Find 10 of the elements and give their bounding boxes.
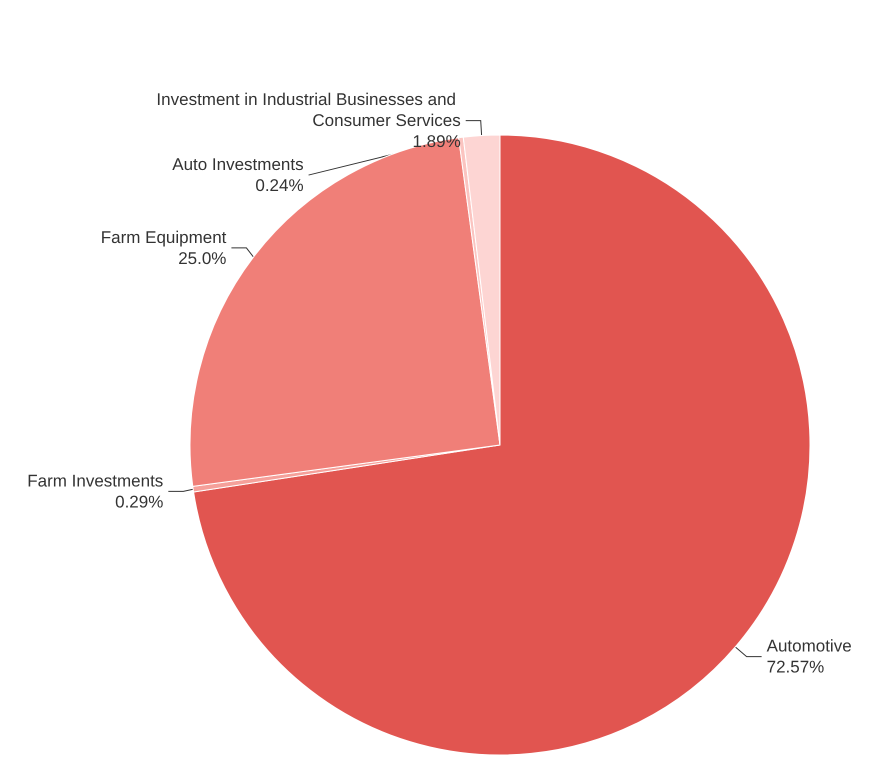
data-label: 72.57%	[766, 658, 824, 677]
data-label: 0.29%	[115, 492, 164, 512]
data-label: 1.89%	[412, 132, 461, 152]
data-label: 25.0%	[178, 248, 226, 268]
slice-label: Farm Equipment	[100, 228, 227, 247]
slice-label: Auto Investments	[172, 155, 304, 174]
slice-label: Farm Investments	[27, 471, 164, 490]
data-label: 0.24%	[255, 176, 304, 196]
slice-label: Automotive	[766, 636, 852, 656]
slice-label: Investment in Industrial Businesses and Consumer Services	[156, 90, 461, 130]
